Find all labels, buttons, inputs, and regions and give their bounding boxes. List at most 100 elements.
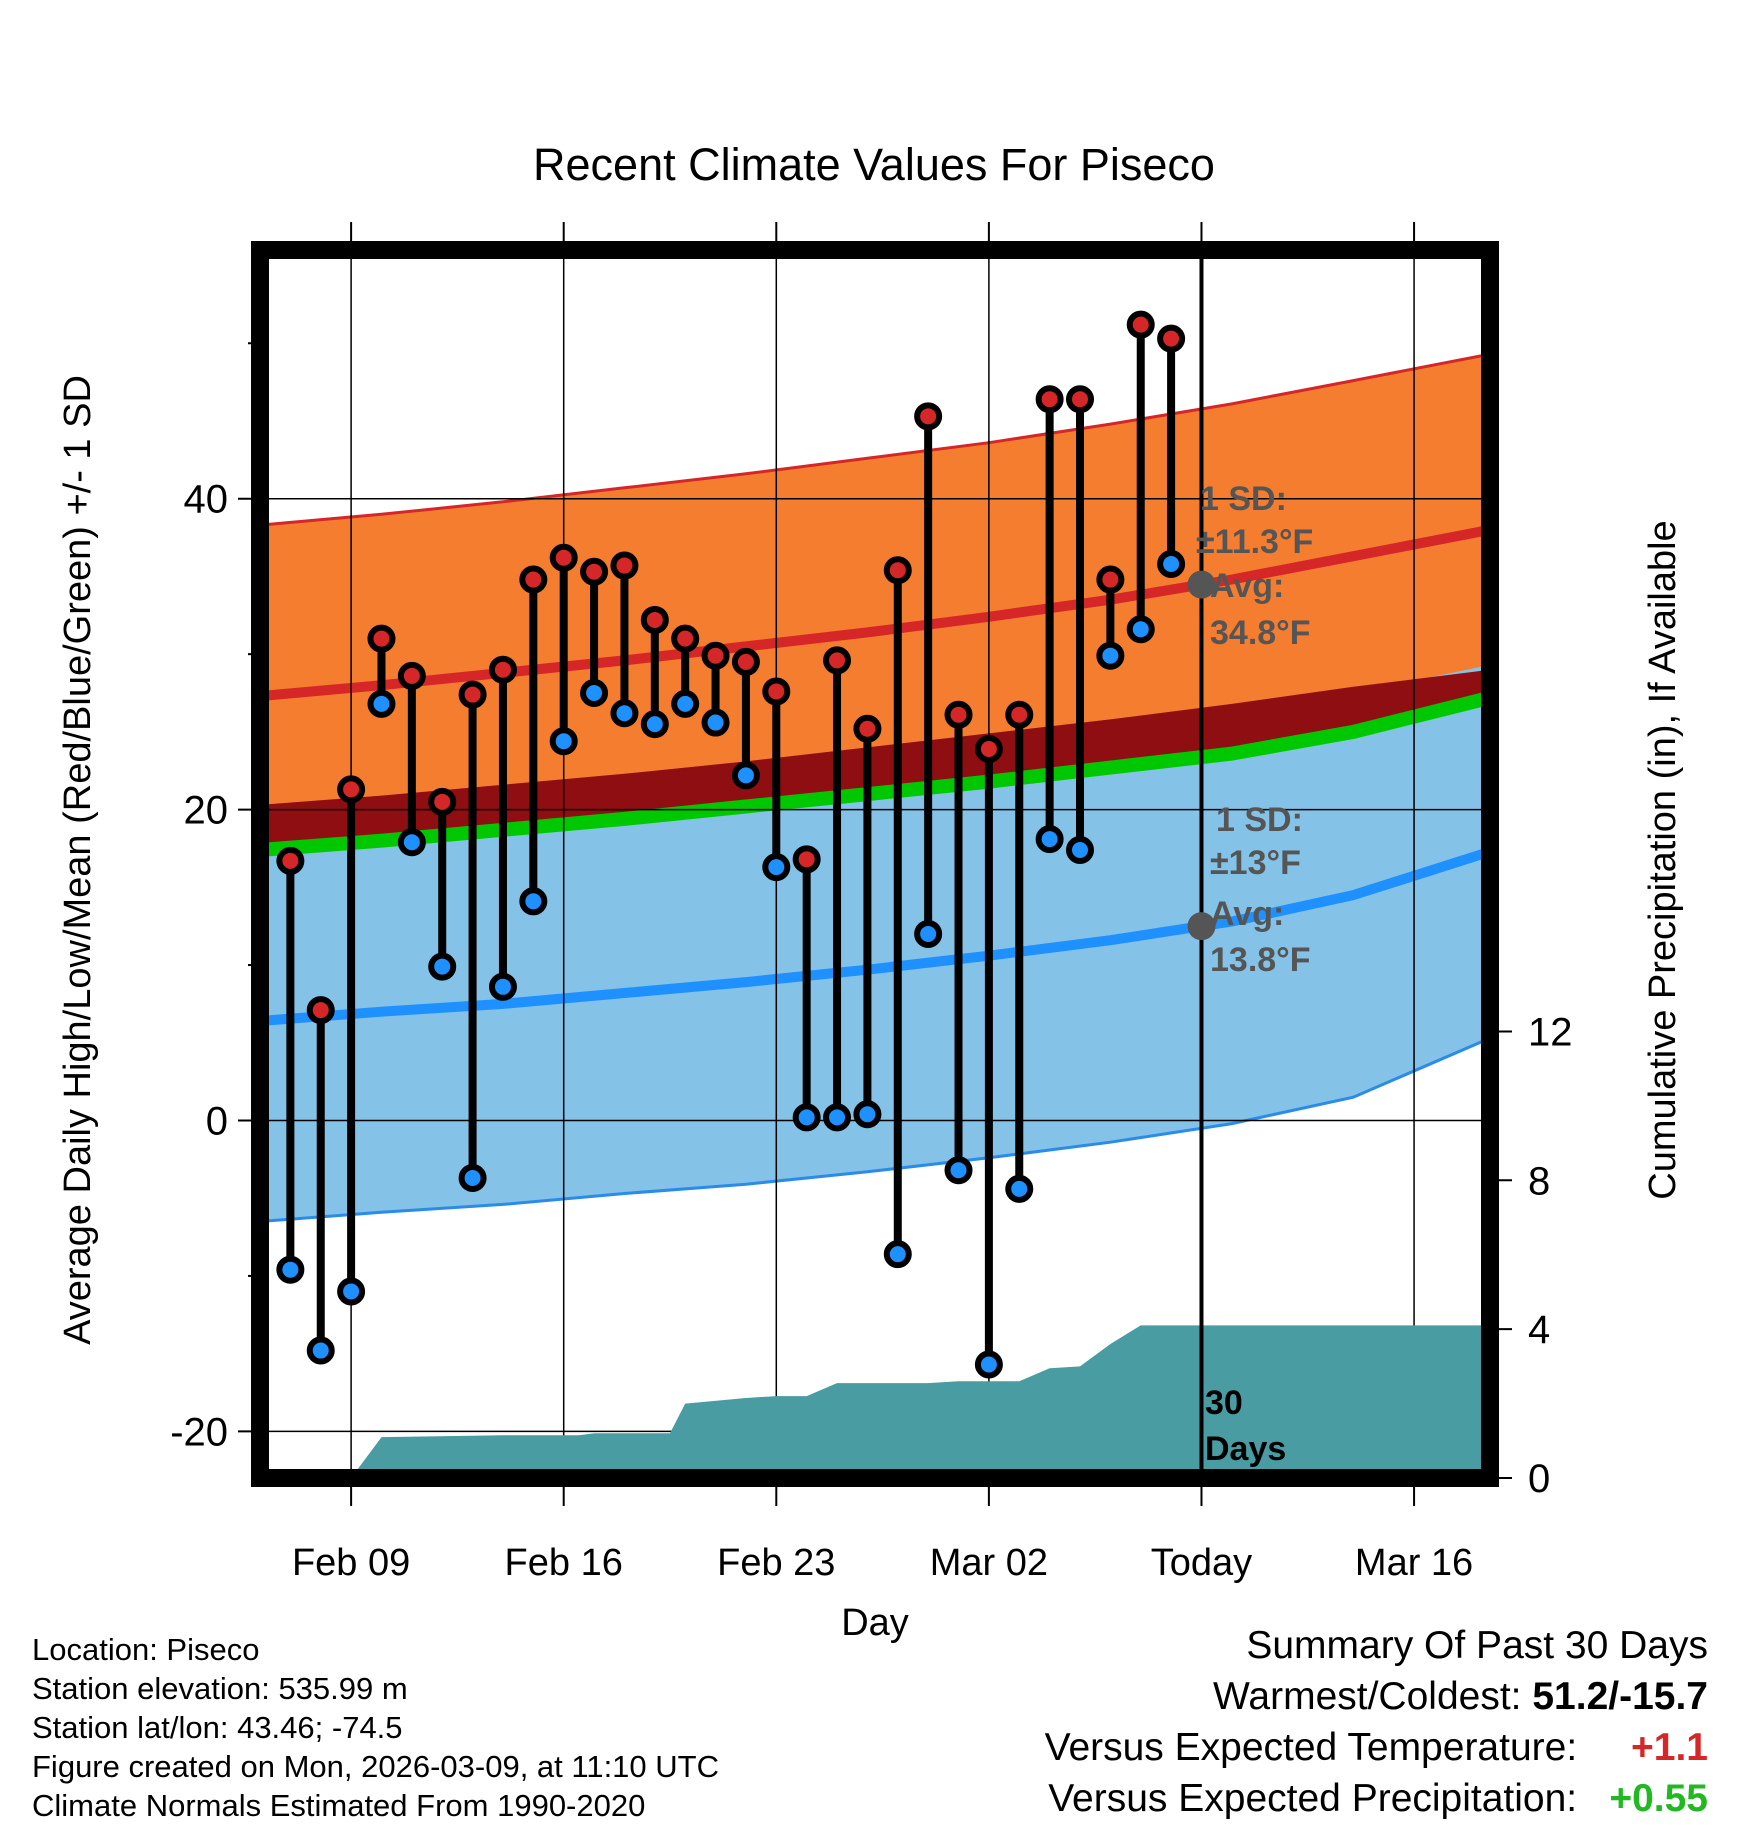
warmest-coldest-row: Warmest/Coldest: 51.2/-15.7 <box>1045 1671 1708 1722</box>
y-tick-label: 0 <box>206 1099 228 1143</box>
observed-high-dot <box>519 565 548 594</box>
high-sd-value: ±11.3°F <box>1196 523 1313 561</box>
observed-low-dot <box>488 972 517 1001</box>
observed-low-dot <box>1066 836 1094 865</box>
observed-low-dot <box>610 699 639 728</box>
days-count-word: Days <box>1205 1430 1286 1468</box>
observed-high-dot <box>276 846 305 875</box>
today-line <box>1187 250 1216 1478</box>
high-normal-line <box>259 524 1491 702</box>
observed-low-dot <box>1005 1174 1034 1203</box>
observed-high-dot <box>1066 385 1094 414</box>
temperature-anomaly-value: +1.1 <box>1631 1726 1708 1769</box>
observed-high-dot <box>731 647 760 676</box>
observed-high-dot <box>580 557 609 586</box>
warmest-coldest-value: 51.2/-15.7 <box>1532 1675 1708 1718</box>
observed-low-dot <box>306 1336 335 1365</box>
observed-low-dot <box>1157 549 1186 578</box>
today-low-normal-marker <box>1187 912 1216 941</box>
observed-low-dot <box>1035 825 1064 854</box>
observed-high-dot <box>853 714 882 743</box>
observed-high-dot <box>701 641 730 670</box>
observed-high-dot <box>944 700 973 729</box>
y-axis-label: Average Daily High/Low/Mean (Red/Blue/Gr… <box>57 375 99 1345</box>
latlon-text: Station lat/lon: 43.46; -74.5 <box>32 1710 403 1745</box>
observed-high-dot <box>640 605 669 634</box>
normals-text: Climate Normals Estimated From 1990-2020 <box>32 1788 646 1823</box>
precipitation-anomaly-label: Versus Expected Precipitation: <box>1048 1777 1578 1820</box>
observed-values <box>276 310 1186 1379</box>
observed-low-dot <box>1096 641 1125 670</box>
x-tick-label: Mar 02 <box>930 1542 1048 1584</box>
precipitation-area <box>260 1325 1490 1478</box>
observed-low-dot <box>367 689 396 718</box>
observed-low-dot <box>337 1277 366 1306</box>
precipitation-cumulative-area <box>260 1325 1490 1478</box>
y-right-tick-label: 12 <box>1528 1010 1573 1054</box>
observed-high-dot <box>792 845 821 874</box>
warmest-coldest-label: Warmest/Coldest: <box>1213 1675 1522 1718</box>
observed-low-dot <box>549 727 578 756</box>
y-tick-label: 40 <box>184 478 229 522</box>
observed-high-dot <box>1096 565 1125 594</box>
observed-low-dot <box>580 679 609 708</box>
observed-low-dot <box>640 710 669 739</box>
observed-low-dot <box>944 1156 973 1185</box>
y-tick-label: -20 <box>170 1410 228 1454</box>
low-sd-value: ±13°F <box>1210 844 1301 882</box>
precipitation-anomaly-value: +0.55 <box>1609 1777 1708 1820</box>
observed-low-dot <box>762 853 791 882</box>
observed-low-dot <box>823 1103 852 1132</box>
observed-low-dot <box>276 1255 305 1284</box>
observed-high-dot <box>883 556 912 585</box>
x-axis-label: Day <box>841 1602 909 1644</box>
y-tick-label: 20 <box>184 789 229 833</box>
observed-high-dot <box>488 655 517 684</box>
plot-area: 1 SD: ±11.3°F Avg: 34.8°F 1 SD: ±13°F Av… <box>251 241 1499 1487</box>
observed-high-dot <box>610 551 639 580</box>
observed-high-dot <box>1035 385 1064 414</box>
observed-high-dot <box>974 734 1003 763</box>
low-avg-value: 13.8°F <box>1210 941 1311 979</box>
high-avg-label: Avg: <box>1210 567 1284 605</box>
normal-bands <box>259 352 1492 1223</box>
station-info: Location: Piseco Station elevation: 535.… <box>32 1630 719 1825</box>
observed-high-dot <box>1157 324 1186 353</box>
observed-high-dot <box>671 624 700 653</box>
today-high-normal-marker <box>1187 570 1216 599</box>
observed-high-dot <box>458 680 487 709</box>
observed-low-dot <box>914 919 943 948</box>
observed-low-dot <box>1126 615 1155 644</box>
observed-high-dot <box>823 646 852 675</box>
observed-high-dot <box>428 787 457 816</box>
observed-low-dot <box>731 761 760 790</box>
observed-low-dot <box>428 952 457 981</box>
y-right-tick-label: 0 <box>1528 1457 1550 1501</box>
mean-band <box>260 669 1490 850</box>
observed-high-dot <box>914 402 943 431</box>
x-tick-label: Feb 16 <box>505 1542 623 1584</box>
x-tick-label: Feb 23 <box>717 1542 835 1584</box>
y-right-tick-label: 4 <box>1528 1308 1550 1352</box>
observed-low-dot <box>671 689 700 718</box>
observed-low-dot <box>974 1350 1003 1379</box>
precipitation-anomaly-row: Versus Expected Precipitation: +0.55 <box>1045 1773 1708 1824</box>
observed-low-dot <box>458 1163 487 1192</box>
observed-high-dot <box>367 624 396 653</box>
annotations: 1 SD: ±11.3°F Avg: 34.8°F 1 SD: ±13°F Av… <box>1196 480 1313 1468</box>
observed-high-dot <box>549 543 578 572</box>
low-avg-label: Avg: <box>1210 895 1284 933</box>
high-sd-label: 1 SD: <box>1200 480 1287 518</box>
location-text: Location: Piseco <box>32 1632 260 1667</box>
observed-high-dot <box>1126 310 1155 339</box>
chart-title: Recent Climate Values For Piseco <box>533 139 1215 190</box>
observed-low-dot <box>853 1100 882 1129</box>
low-sd-label: 1 SD: <box>1216 801 1303 839</box>
observed-low-dot <box>519 887 548 916</box>
observed-high-dot <box>762 677 791 706</box>
observed-low-dot <box>701 708 730 737</box>
x-tick-label: Feb 09 <box>292 1542 410 1584</box>
observed-high-dot <box>337 775 366 804</box>
high-avg-value: 34.8°F <box>1210 614 1311 652</box>
